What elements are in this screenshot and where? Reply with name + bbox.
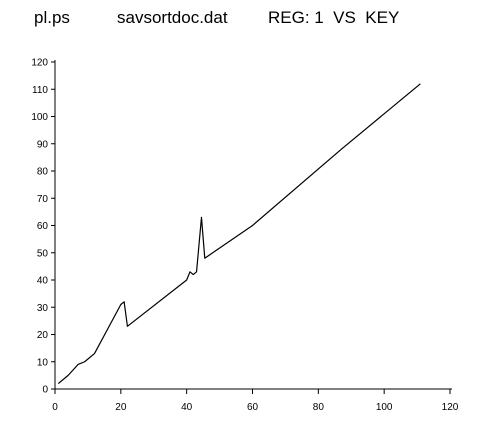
x-tick-label: 100 [376,402,393,413]
x-tick-label: 80 [313,402,325,413]
y-tick-label: 20 [37,330,49,341]
y-tick-label: 100 [31,112,48,123]
y-tick-label: 50 [37,248,49,259]
y-tick-label: 30 [37,303,49,314]
y-tick-label: 120 [31,58,48,69]
header-plot-label: REG: 1 VS KEY [268,8,400,27]
y-tick-label: 110 [32,85,48,96]
header-dataset-name: savsortdoc.dat [117,8,228,27]
x-tick-label: 60 [247,402,259,413]
x-tick-label: 0 [52,402,58,413]
x-tick-label: 120 [442,402,459,413]
x-tick-label: 40 [181,402,193,413]
plot-header: pl.ps savsortdoc.dat REG: 1 VS KEY [0,6,487,30]
series-line [57,83,421,385]
chart-series-layer [57,83,421,385]
y-tick-label: 80 [37,167,49,178]
y-tick-label: 90 [37,139,49,150]
x-tick-label: 20 [115,402,127,413]
y-tick-label: 60 [37,221,49,232]
y-tick-label: 0 [42,385,48,396]
chart-axes: 0 10 20 30 40 50 60 70 80 90 100 110 120 0 20 40 60 80 100… [31,58,458,414]
y-tick-label: 70 [37,194,49,205]
header-file-name: pl.ps [34,8,70,27]
y-tick-label: 40 [37,276,49,287]
y-tick-label: 10 [37,357,49,368]
